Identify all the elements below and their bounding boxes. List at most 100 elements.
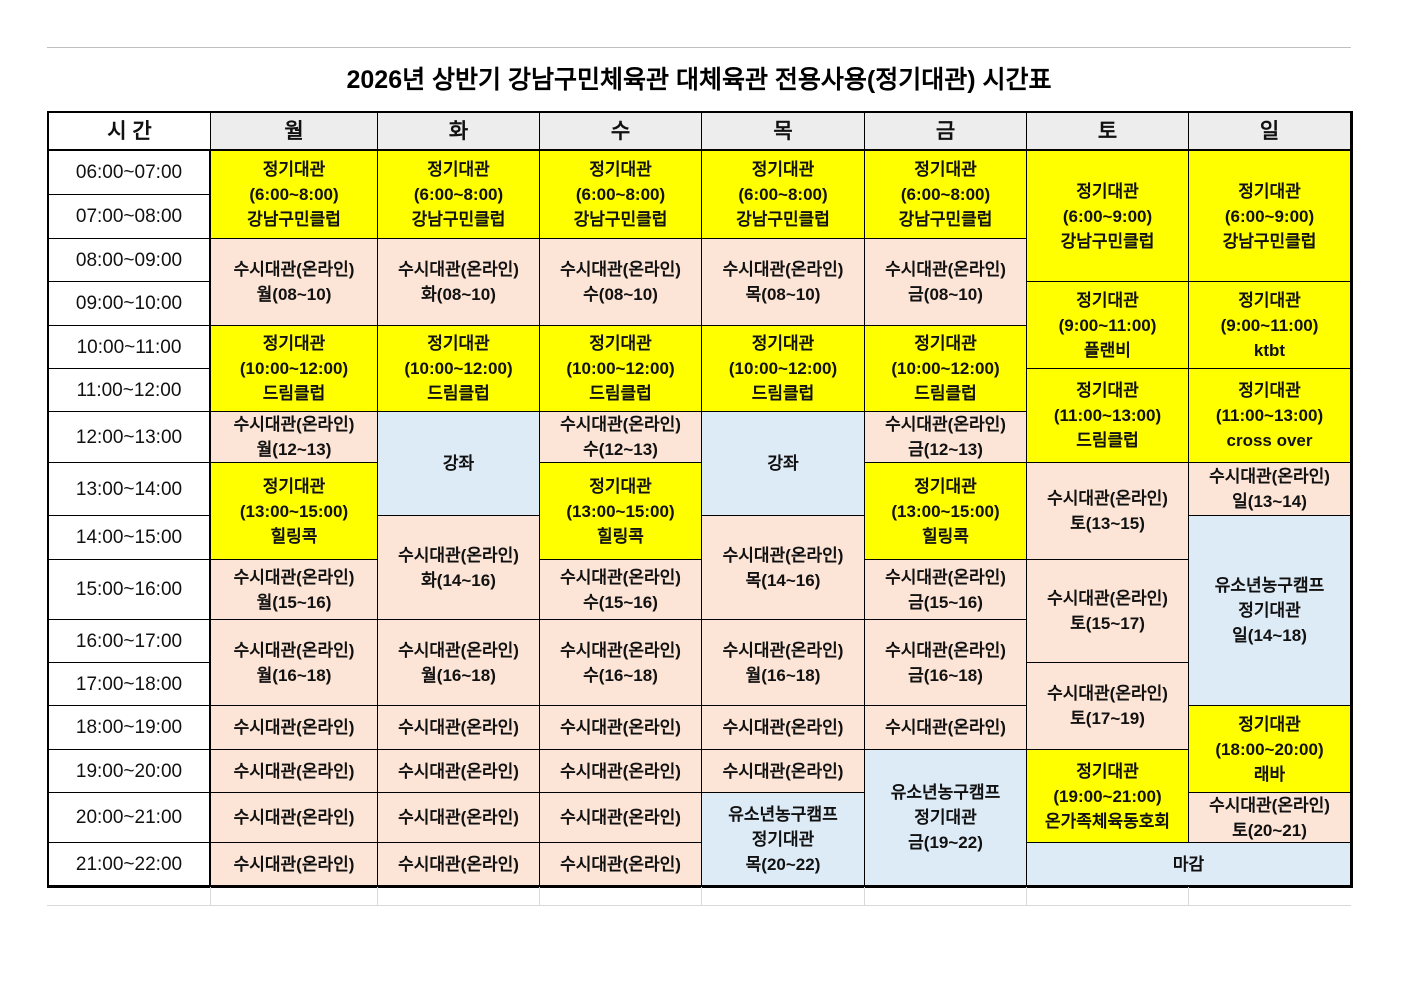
schedule-cell[interactable]: 정기대관 (6:00~8:00) 강남구민클럽 xyxy=(211,151,378,239)
schedule-cell-line: 드림클럽 xyxy=(914,384,977,403)
schedule-cell[interactable]: 수시대관(온라인) xyxy=(540,706,702,750)
schedule-cell-line: (10:00~12:00) xyxy=(728,359,838,378)
schedule-cell[interactable]: 정기대관 (6:00~8:00) 강남구민클럽 xyxy=(540,151,702,239)
schedule-cell[interactable]: 정기대관 (10:00~12:00) 드림클럽 xyxy=(378,326,540,412)
schedule-cell[interactable]: 수시대관(온라인) xyxy=(378,793,540,843)
schedule-cell-line: 수(12~13) xyxy=(583,440,658,459)
schedule-cell[interactable]: 정기대관 (10:00~12:00) 드림클럽 xyxy=(540,326,702,412)
schedule-cell[interactable]: 정기대관 (6:00~8:00) 강남구민클럽 xyxy=(378,151,540,239)
schedule-cell-line: (6:00~8:00) xyxy=(900,185,991,204)
schedule-cell[interactable]: 수시대관(온라인) 수(16~18) xyxy=(540,620,702,706)
schedule-cell[interactable]: 정기대관 (18:00~20:00) 래바 xyxy=(1189,706,1351,793)
schedule-cell[interactable]: 수시대관(온라인) 월(12~13) xyxy=(211,412,378,463)
schedule-cell-line: 수시대관(온라인) xyxy=(722,761,844,781)
schedule-cell-line: 목(14~16) xyxy=(745,570,821,590)
schedule-cell[interactable]: 정기대관 (11:00~13:00) 드림클럽 xyxy=(1027,369,1189,463)
schedule-cell-line: 토(17~19) xyxy=(1070,709,1145,728)
schedule-cell-line: 강남구민클럽 xyxy=(1222,231,1317,251)
schedule-cell-line: 화(08~10) xyxy=(421,285,496,304)
schedule-cell[interactable]: 수시대관(온라인) 월(16~18) xyxy=(702,620,865,706)
schedule-cell[interactable]: 강좌 xyxy=(378,412,540,516)
schedule-cell[interactable]: 수시대관(온라인) xyxy=(378,750,540,793)
schedule-cell[interactable]: 수시대관(온라인) 토(15~17) xyxy=(1027,560,1189,663)
schedule-cell[interactable]: 수시대관(온라인) 금(16~18) xyxy=(865,620,1027,706)
header-day: 화 xyxy=(378,113,540,151)
schedule-cell[interactable]: 정기대관 (13:00~15:00) 힐링콕 xyxy=(865,463,1027,560)
schedule-cell-line: 수시대관(온라인) xyxy=(722,718,844,737)
schedule-cell-line: 수(15~16) xyxy=(583,592,658,612)
schedule-cell[interactable]: 수시대관(온라인) 금(12~13) xyxy=(865,412,1027,463)
schedule-cell[interactable]: 강좌 xyxy=(702,412,865,516)
schedule-cell[interactable]: 수시대관(온라인) 금(08~10) xyxy=(865,239,1027,326)
schedule-cell[interactable]: 수시대관(온라인) 월(08~10) xyxy=(211,239,378,326)
schedule-cell[interactable]: 수시대관(온라인) 월(16~18) xyxy=(211,620,378,706)
schedule-cell-line: 정기대관 xyxy=(1238,381,1301,400)
schedule-cell-line: 수시대관(온라인) xyxy=(885,640,1006,660)
schedule-cell[interactable]: 수시대관(온라인) 금(15~16) xyxy=(865,560,1027,620)
schedule-cell-line: 정기대관 xyxy=(1238,290,1301,310)
schedule-cell[interactable]: 수시대관(온라인) xyxy=(211,706,378,750)
schedule-cell[interactable]: 수시대관(온라인) 토(20~21) xyxy=(1189,793,1351,843)
time-slot-label: 13:00~14:00 xyxy=(49,463,211,516)
schedule-cell[interactable]: 정기대관 (13:00~15:00) 힐링콕 xyxy=(540,463,702,560)
schedule-cell[interactable]: 정기대관 (13:00~15:00) 힐링콕 xyxy=(211,463,378,560)
schedule-cell-line: (9:00~11:00) xyxy=(1058,315,1157,335)
schedule-cell[interactable]: 수시대관(온라인) xyxy=(540,750,702,793)
schedule-cell[interactable]: 수시대관(온라인) 수(08~10) xyxy=(540,239,702,326)
schedule-cell[interactable]: 수시대관(온라인) xyxy=(540,793,702,843)
schedule-cell-line: 정기대관 xyxy=(262,334,326,353)
schedule-cell-line: ktbt xyxy=(1253,340,1286,360)
schedule-cell[interactable]: 수시대관(온라인) 화(08~10) xyxy=(378,239,540,326)
page-title: 2026년 상반기 강남구민체육관 대체육관 전용사용(정기대관) 시간표 xyxy=(346,66,1052,94)
schedule-cell[interactable]: 유소년농구캠프 정기대관 목(20~22) xyxy=(702,793,865,886)
schedule-cell[interactable]: 수시대관(온라인) xyxy=(378,706,540,750)
schedule-cell[interactable]: 수시대관(온라인) xyxy=(702,706,865,750)
schedule-cell-line: 수시대관(온라인) xyxy=(1209,795,1330,815)
schedule-cell-line: (6:00~8:00) xyxy=(738,185,828,204)
schedule-cell-line: 힐링콕 xyxy=(270,526,318,546)
schedule-cell[interactable]: 수시대관(온라인) 목(08~10) xyxy=(702,239,865,326)
schedule-cell-line: 정기대관 xyxy=(262,160,326,179)
time-slot-label: 06:00~07:00 xyxy=(49,151,211,195)
schedule-cell[interactable]: 수시대관(온라인) 월(15~16) xyxy=(211,560,378,620)
schedule-cell[interactable]: 정기대관 (19:00~21:00) 온가족체육동호회 xyxy=(1027,750,1189,843)
time-slot-label: 21:00~22:00 xyxy=(49,843,211,886)
sheet-top-border xyxy=(47,47,1351,48)
schedule-cell[interactable]: 수시대관(온라인) 수(15~16) xyxy=(540,560,702,620)
schedule-cell[interactable]: 수시대관(온라인) xyxy=(865,706,1027,750)
schedule-cell[interactable]: 수시대관(온라인) 일(13~14) xyxy=(1189,463,1351,516)
schedule-cell[interactable]: 정기대관 (6:00~8:00) 강남구민클럽 xyxy=(865,151,1027,239)
schedule-cell-line: (11:00~13:00) xyxy=(1215,406,1324,425)
schedule-cell[interactable]: 정기대관 (10:00~12:00) 드림클럽 xyxy=(865,326,1027,412)
schedule-cell[interactable]: 수시대관(온라인) 화(14~16) xyxy=(378,516,540,620)
schedule-cell[interactable]: 정기대관 (6:00~9:00) 강남구민클럽 xyxy=(1189,151,1351,282)
schedule-cell[interactable]: 수시대관(온라인) xyxy=(211,843,378,886)
schedule-cell-line: 정기대관 xyxy=(1238,714,1301,734)
schedule-cell-line: 드림클럽 xyxy=(751,384,815,403)
time-slot-label: 18:00~19:00 xyxy=(49,706,211,750)
schedule-cell[interactable]: 수시대관(온라인) 목(14~16) xyxy=(702,516,865,620)
schedule-cell-line: 유소년농구캠프 xyxy=(890,783,1001,802)
schedule-cell-line: 수시대관(온라인) xyxy=(233,854,355,874)
sheet-gridline xyxy=(701,887,702,905)
schedule-cell[interactable]: 유소년농구캠프 정기대관 금(19~22) xyxy=(865,750,1027,886)
schedule-cell[interactable]: 수시대관(온라인) xyxy=(211,793,378,843)
schedule-cell[interactable]: 정기대관 (6:00~9:00) 강남구민클럽 xyxy=(1027,151,1189,282)
schedule-cell[interactable]: 정기대관 (11:00~13:00) cross over xyxy=(1189,369,1351,463)
schedule-cell[interactable]: 정기대관 (9:00~11:00) ktbt xyxy=(1189,282,1351,369)
schedule-cell[interactable]: 정기대관 (10:00~12:00) 드림클럽 xyxy=(211,326,378,412)
schedule-cell[interactable]: 수시대관(온라인) 토(13~15) xyxy=(1027,463,1189,560)
schedule-cell[interactable]: 마감 xyxy=(1027,843,1351,886)
schedule-cell[interactable]: 수시대관(온라인) 월(16~18) xyxy=(378,620,540,706)
schedule-cell[interactable]: 수시대관(온라인) 토(17~19) xyxy=(1027,663,1189,750)
schedule-cell[interactable]: 수시대관(온라인) xyxy=(211,750,378,793)
schedule-cell[interactable]: 정기대관 (9:00~11:00) 플랜비 xyxy=(1027,282,1189,369)
schedule-cell[interactable]: 유소년농구캠프 정기대관 일(14~18) xyxy=(1189,516,1351,706)
schedule-cell[interactable]: 정기대관 (10:00~12:00) 드림클럽 xyxy=(702,326,865,412)
schedule-cell-line: (13:00~15:00) xyxy=(239,501,349,521)
schedule-cell[interactable]: 정기대관 (6:00~8:00) 강남구민클럽 xyxy=(702,151,865,239)
schedule-cell[interactable]: 수시대관(온라인) 수(12~13) xyxy=(540,412,702,463)
schedule-cell[interactable]: 수시대관(온라인) xyxy=(378,843,540,886)
schedule-cell[interactable]: 수시대관(온라인) xyxy=(702,750,865,793)
schedule-cell[interactable]: 수시대관(온라인) xyxy=(540,843,702,886)
